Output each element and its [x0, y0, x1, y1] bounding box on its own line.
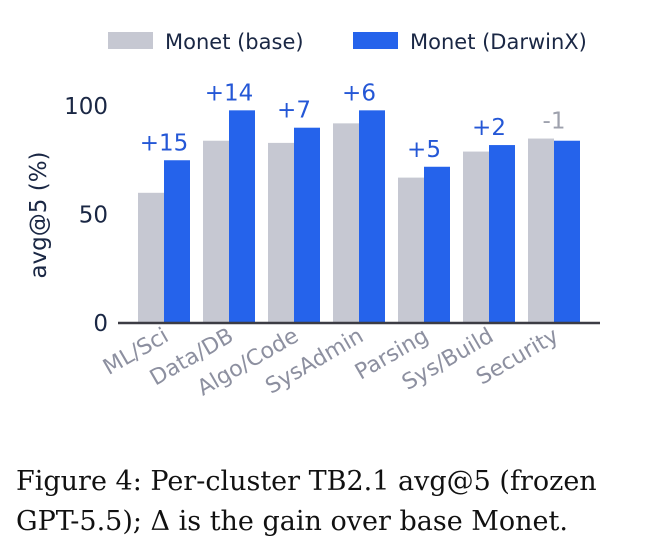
chart-legend: Monet (base) Monet (DarwinX) — [108, 30, 587, 54]
bar-darwinx-2 — [294, 127, 320, 323]
bar-darwinx-3 — [359, 110, 385, 323]
y-tick-label: 100 — [64, 94, 108, 120]
delta-label: +15 — [140, 130, 189, 156]
bar-base-2 — [268, 142, 294, 323]
bar-base-6 — [528, 138, 554, 323]
delta-label: +6 — [342, 80, 376, 106]
bar-base-0 — [138, 192, 164, 323]
bar-darwinx-5 — [489, 145, 515, 323]
legend-label: Monet (DarwinX) — [410, 30, 587, 54]
bar-series — [138, 110, 580, 323]
bar-base-4 — [398, 177, 424, 323]
y-tick-label: 50 — [79, 203, 108, 229]
y-axis-label: avg@5 (%) — [26, 151, 52, 278]
delta-label: +7 — [277, 98, 311, 124]
y-axis-ticks: 0 50 100 — [64, 94, 108, 337]
figure-caption: Figure 4: Per-cluster TB2.1 avg@5 (froze… — [16, 466, 597, 537]
delta-labels: +15 +14 +7 +6 +5 +2 -1 — [140, 80, 566, 162]
bar-darwinx-6 — [554, 140, 580, 323]
delta-label: -1 — [543, 109, 566, 135]
legend-swatch — [108, 32, 153, 49]
delta-label: +14 — [205, 80, 254, 106]
delta-label: +2 — [472, 115, 506, 141]
bar-chart: Monet (base) Monet (DarwinX) avg@5 (%) 0 5… — [26, 30, 600, 402]
bar-base-1 — [203, 140, 229, 323]
delta-label: +5 — [407, 137, 441, 163]
bar-darwinx-4 — [424, 166, 450, 323]
y-tick-label: 0 — [93, 311, 108, 337]
bar-darwinx-1 — [229, 110, 255, 323]
y-axis-label-group: avg@5 (%) — [26, 151, 52, 278]
legend-swatch — [353, 32, 398, 49]
bar-darwinx-0 — [164, 160, 190, 323]
x-axis-tick-labels: ML/SciData/DBAlgo/CodeSysAdminParsingSys… — [99, 324, 563, 402]
legend-label: Monet (base) — [165, 30, 304, 54]
bar-base-3 — [333, 123, 359, 323]
bar-base-5 — [463, 151, 489, 323]
